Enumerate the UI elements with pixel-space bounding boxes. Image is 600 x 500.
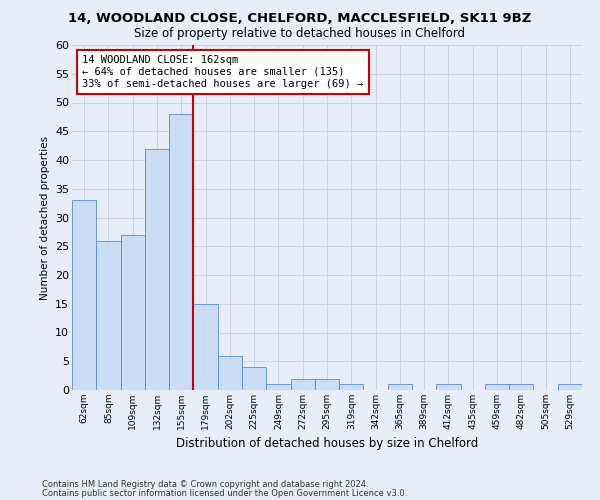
Bar <box>96 240 121 390</box>
Bar <box>218 356 242 390</box>
Bar <box>121 235 145 390</box>
Text: 14 WOODLAND CLOSE: 162sqm
← 64% of detached houses are smaller (135)
33% of semi: 14 WOODLAND CLOSE: 162sqm ← 64% of detac… <box>82 56 364 88</box>
Text: Contains HM Land Registry data © Crown copyright and database right 2024.: Contains HM Land Registry data © Crown c… <box>42 480 368 489</box>
Bar <box>169 114 193 390</box>
Bar <box>388 384 412 390</box>
Bar <box>145 148 169 390</box>
Text: 14, WOODLAND CLOSE, CHELFORD, MACCLESFIELD, SK11 9BZ: 14, WOODLAND CLOSE, CHELFORD, MACCLESFIE… <box>68 12 532 26</box>
Bar <box>509 384 533 390</box>
Bar <box>315 378 339 390</box>
X-axis label: Distribution of detached houses by size in Chelford: Distribution of detached houses by size … <box>176 438 478 450</box>
Bar <box>266 384 290 390</box>
Bar <box>193 304 218 390</box>
Y-axis label: Number of detached properties: Number of detached properties <box>40 136 50 300</box>
Bar <box>485 384 509 390</box>
Text: Size of property relative to detached houses in Chelford: Size of property relative to detached ho… <box>134 28 466 40</box>
Text: Contains public sector information licensed under the Open Government Licence v3: Contains public sector information licen… <box>42 489 407 498</box>
Bar <box>72 200 96 390</box>
Bar <box>339 384 364 390</box>
Bar <box>242 367 266 390</box>
Bar <box>436 384 461 390</box>
Bar <box>558 384 582 390</box>
Bar <box>290 378 315 390</box>
